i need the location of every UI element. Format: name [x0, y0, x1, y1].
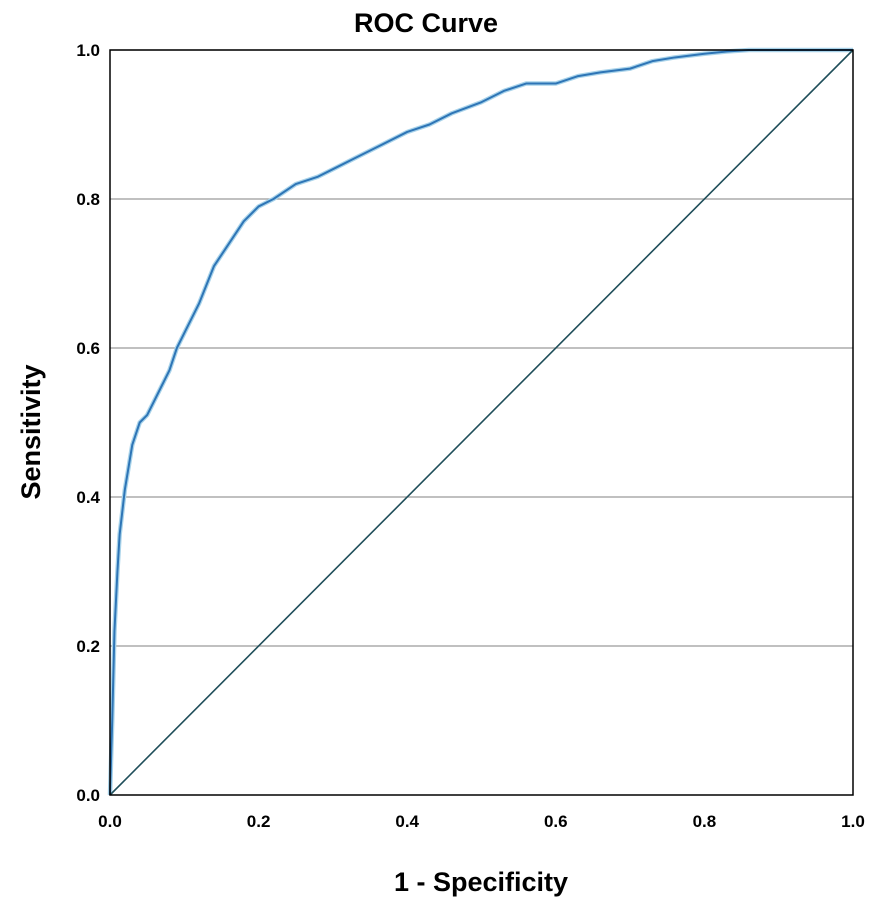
y-tick-label: 0.2: [76, 637, 100, 656]
x-axis-title: 1 - Specificity: [394, 867, 568, 897]
chart-title: ROC Curve: [354, 8, 498, 38]
x-tick-label: 0.6: [544, 812, 568, 831]
x-tick-labels: 0.0 0.2 0.4 0.6 0.8 1.0: [98, 812, 865, 831]
x-tick-label: 0.0: [98, 812, 122, 831]
x-tick-label: 0.8: [693, 812, 717, 831]
y-tick-labels: 0.0 0.2 0.4 0.6 0.8 1.0: [76, 41, 100, 805]
x-tick-label: 0.2: [247, 812, 271, 831]
y-tick-label: 0.6: [76, 339, 100, 358]
x-tick-label: 1.0: [841, 812, 865, 831]
x-tick-label: 0.4: [395, 812, 419, 831]
series-layer: [107, 47, 854, 796]
y-tick-label: 1.0: [76, 41, 100, 60]
y-tick-label: 0.4: [76, 488, 100, 507]
reference-line: [109, 49, 854, 796]
plot-frame: [109, 49, 854, 796]
y-tick-label: 0.0: [76, 786, 100, 805]
roc-curve-line: [109, 49, 853, 796]
y-axis-title: Sensitivity: [16, 364, 46, 499]
grid-lines: [110, 49, 853, 647]
y-tick-label: 0.8: [76, 190, 100, 209]
